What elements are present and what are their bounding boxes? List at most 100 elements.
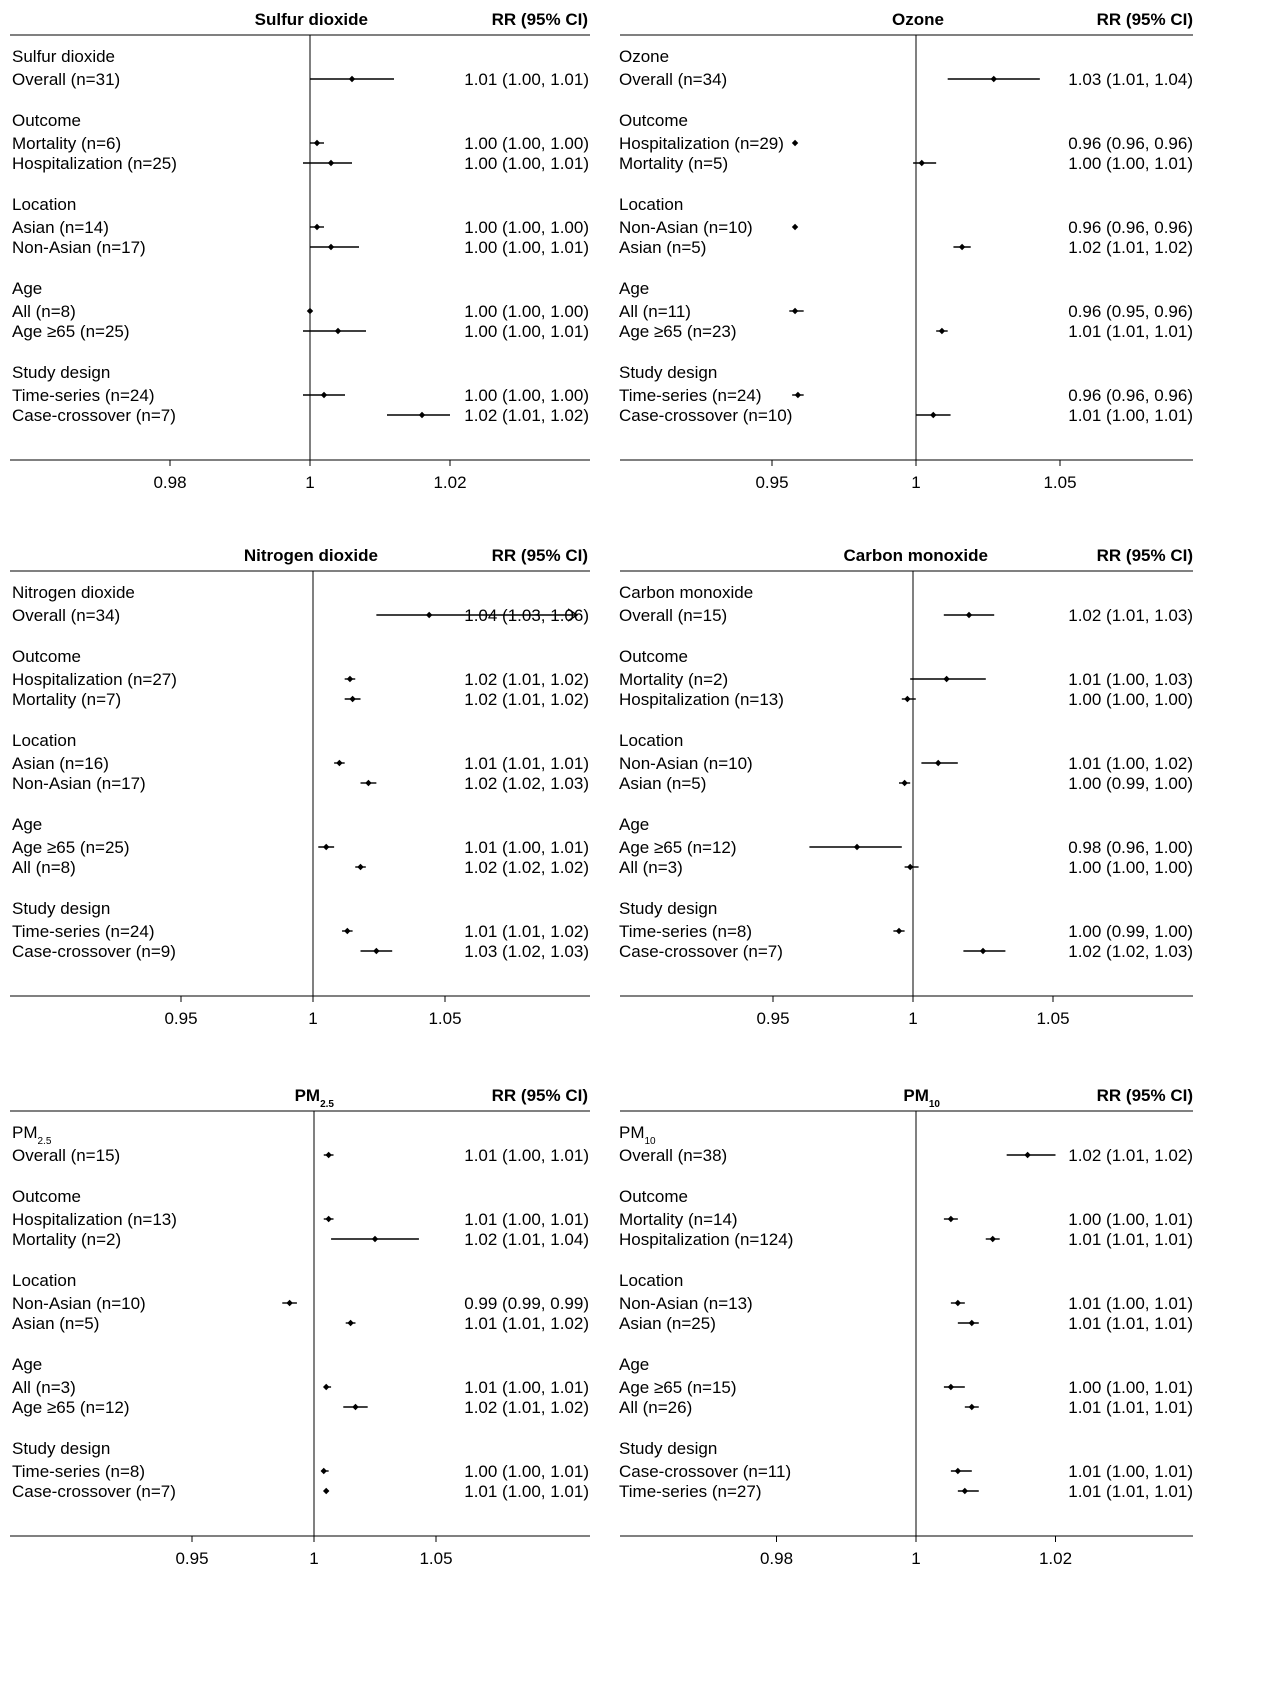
- point-estimate: [943, 675, 950, 683]
- group-heading: Study design: [12, 363, 110, 382]
- rr-ci-value: 1.01 (1.01, 1.02): [464, 1314, 589, 1333]
- point-estimate: [336, 759, 343, 767]
- group-heading: Nitrogen dioxide: [12, 583, 135, 602]
- row-label: Time-series (n=8): [619, 922, 752, 941]
- ci-arrow: [567, 608, 579, 622]
- group-heading: Location: [12, 1271, 76, 1290]
- x-tick-label: 0.98: [153, 473, 186, 492]
- point-estimate: [286, 1299, 293, 1307]
- rr-ci-value: 1.01 (1.00, 1.01): [1068, 1294, 1193, 1313]
- row-label: Mortality (n=7): [12, 690, 121, 709]
- rr-ci-value: 0.99 (0.99, 0.99): [464, 1294, 589, 1313]
- point-estimate: [323, 1383, 330, 1391]
- row-label: Age ≥65 (n=23): [619, 322, 737, 341]
- rr-ci-value: 1.02 (1.01, 1.02): [464, 406, 589, 425]
- group-heading: Outcome: [619, 111, 688, 130]
- rr-ci-value: 1.01 (1.00, 1.01): [464, 838, 589, 857]
- group-heading: Age: [619, 1355, 649, 1374]
- point-estimate: [918, 159, 925, 167]
- point-estimate: [935, 759, 942, 767]
- row-label: Case-crossover (n=11): [619, 1462, 791, 1481]
- point-estimate: [947, 1383, 955, 1391]
- row-label: Non-Asian (n=10): [619, 754, 753, 773]
- rr-ci-value: 1.00 (1.00, 1.01): [464, 1462, 589, 1481]
- point-estimate: [313, 139, 321, 147]
- row-label: Case-crossover (n=7): [619, 942, 783, 961]
- point-estimate: [323, 1487, 330, 1495]
- row-label: Overall (n=15): [12, 1146, 120, 1165]
- point-estimate: [348, 75, 356, 83]
- rr-ci-value: 1.01 (1.01, 1.01): [464, 754, 589, 773]
- rr-ci-header: RR (95% CI): [1097, 546, 1193, 565]
- point-estimate: [791, 307, 799, 315]
- x-tick-label: 0.95: [164, 1009, 197, 1028]
- row-label: All (n=8): [12, 858, 76, 877]
- group-heading: Outcome: [12, 647, 81, 666]
- rr-ci-value: 1.01 (1.00, 1.01): [464, 1146, 589, 1165]
- forest-panel-4: Carbon monoxide RR (95% CI) 0.95 1 1.05 Carbo…: [619, 546, 1193, 1028]
- point-estimate: [349, 695, 356, 703]
- x-tick-label: 1: [308, 1009, 317, 1028]
- rr-ci-value: 1.02 (1.02, 1.02): [464, 858, 589, 877]
- x-tick-label: 1: [911, 1549, 920, 1568]
- point-estimate: [794, 391, 802, 399]
- row-label: Time-series (n=24): [619, 386, 762, 405]
- point-estimate: [320, 391, 328, 399]
- point-estimate: [968, 1319, 975, 1327]
- group-heading: Location: [619, 1271, 683, 1290]
- rr-ci-value: 1.01 (1.01, 1.02): [464, 922, 589, 941]
- rr-ci-value: 1.01 (1.00, 1.03): [1068, 670, 1193, 689]
- group-heading: Age: [12, 279, 42, 298]
- point-estimate: [930, 411, 937, 419]
- rr-ci-value: 1.01 (1.00, 1.01): [464, 1378, 589, 1397]
- row-label: Asian (n=5): [12, 1314, 99, 1333]
- point-estimate: [327, 159, 335, 167]
- row-label: Time-series (n=27): [619, 1482, 762, 1501]
- row-label: Mortality (n=6): [12, 134, 121, 153]
- rr-ci-value: 0.96 (0.95, 0.96): [1068, 302, 1193, 321]
- row-label: All (n=3): [12, 1378, 76, 1397]
- point-estimate: [334, 327, 342, 335]
- point-estimate: [325, 1151, 332, 1159]
- row-label: All (n=3): [619, 858, 683, 877]
- point-estimate: [313, 223, 321, 231]
- row-label: Mortality (n=2): [12, 1230, 121, 1249]
- row-label: Hospitalization (n=13): [619, 690, 784, 709]
- rr-ci-value: 1.01 (1.00, 1.02): [1068, 754, 1193, 773]
- point-estimate: [901, 779, 908, 787]
- rr-ci-value: 1.02 (1.01, 1.03): [1068, 606, 1193, 625]
- row-label: Mortality (n=2): [619, 670, 728, 689]
- rr-ci-value: 1.00 (1.00, 1.01): [1068, 154, 1193, 173]
- row-label: Age ≥65 (n=25): [12, 322, 130, 341]
- group-heading: Location: [619, 195, 683, 214]
- group-heading: PM10: [619, 1123, 656, 1147]
- point-estimate: [306, 307, 314, 315]
- point-estimate: [958, 243, 966, 251]
- rr-ci-value: 1.02 (1.02, 1.03): [1068, 942, 1193, 961]
- point-estimate: [954, 1299, 962, 1307]
- x-tick-label: 1.02: [433, 473, 466, 492]
- rr-ci-value: 0.98 (0.96, 1.00): [1068, 838, 1193, 857]
- point-estimate: [365, 779, 372, 787]
- row-label: All (n=26): [619, 1398, 692, 1417]
- rr-ci-value: 1.00 (1.00, 1.01): [1068, 1210, 1193, 1229]
- row-label: Asian (n=5): [619, 238, 706, 257]
- rr-ci-value: 0.96 (0.96, 0.96): [1068, 386, 1193, 405]
- panel-title: Nitrogen dioxide: [244, 546, 378, 565]
- x-tick-label: 0.95: [755, 473, 788, 492]
- rr-ci-value: 0.96 (0.96, 0.96): [1068, 134, 1193, 153]
- group-heading: Ozone: [619, 47, 669, 66]
- point-estimate: [853, 843, 861, 851]
- x-tick-label: 1.05: [1036, 1009, 1069, 1028]
- row-label: Case-crossover (n=7): [12, 1482, 176, 1501]
- row-label: Non-Asian (n=10): [12, 1294, 146, 1313]
- row-label: Asian (n=14): [12, 218, 109, 237]
- panel-title: PM2.5: [295, 1086, 335, 1110]
- point-estimate: [947, 1215, 955, 1223]
- rr-ci-value: 1.02 (1.02, 1.03): [464, 774, 589, 793]
- x-tick-label: 1.05: [1043, 473, 1076, 492]
- row-label: Mortality (n=14): [619, 1210, 738, 1229]
- group-heading: Location: [619, 731, 683, 750]
- rr-ci-value: 1.01 (1.00, 1.01): [464, 1210, 589, 1229]
